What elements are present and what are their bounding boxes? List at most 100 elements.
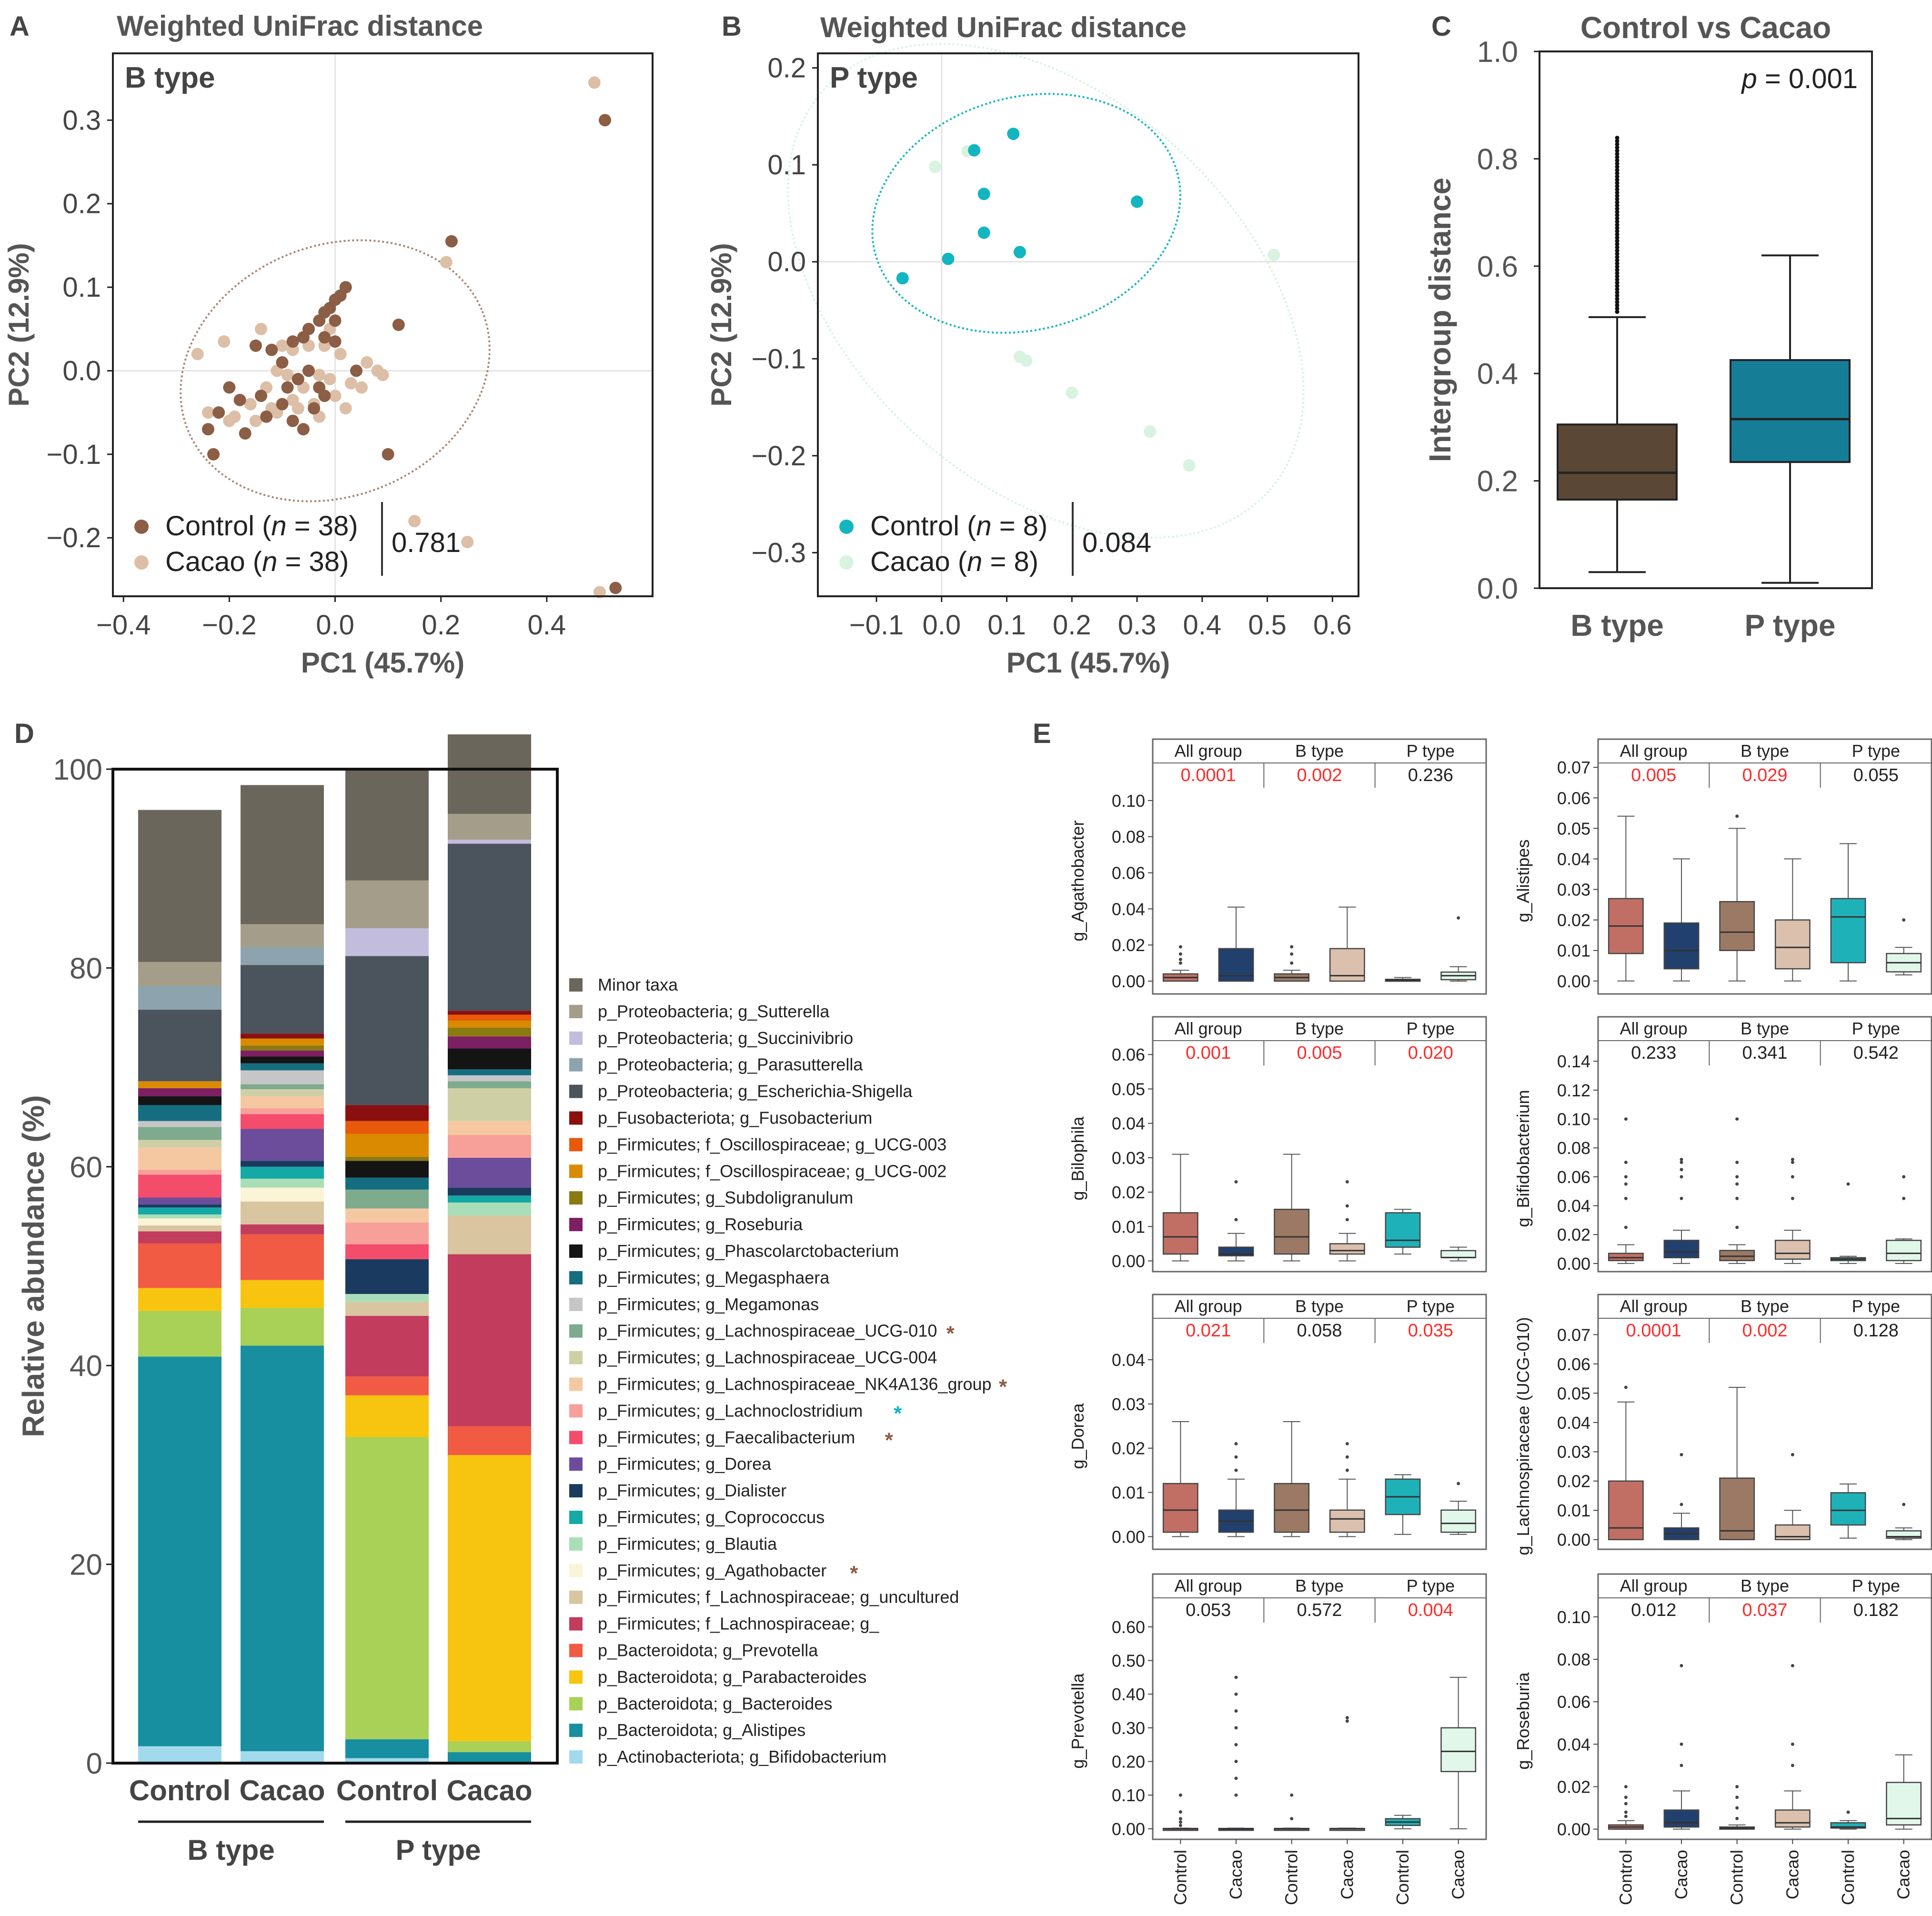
outlier-point [1178, 958, 1182, 962]
legend-label: p_Firmicutes; g_Faecalibacterium [598, 1427, 855, 1447]
legend-label: p_Firmicutes; g_Lachnospiraceae_UCG-010 [598, 1321, 937, 1341]
y-tick-label: 0.02 [1112, 935, 1145, 955]
data-point-control [318, 331, 331, 344]
bar-segment [345, 928, 429, 956]
subplot-frame [1152, 738, 1487, 995]
legend-label: p_Firmicutes; g_Megasphaera [598, 1268, 830, 1287]
stacked-bar-panel-D: 0 20 40 60 80 100 Relative abundance (%) Contro… [16, 734, 1007, 1866]
header-label: B type [1741, 1296, 1789, 1316]
y-tick-label: 0.06 [1112, 1045, 1145, 1064]
header-label: B type [1295, 1019, 1344, 1038]
y-tick-label: 0.3 [62, 105, 101, 136]
panel-letter-D: D [14, 718, 34, 749]
outlier-point [1735, 1785, 1739, 1788]
legend-swatch [569, 1084, 583, 1098]
legend-n-value: = 38) [287, 511, 358, 542]
x-category-label: Control [1727, 1850, 1747, 1905]
y-tick-label: 0.6 [1477, 251, 1518, 283]
outlier-point [1735, 1175, 1739, 1179]
x-tick-label: 0.1 [987, 610, 1026, 641]
legend-marker-cacao [839, 555, 854, 570]
legend-swatch [569, 1617, 583, 1631]
legend-n-symbol: n [271, 511, 286, 542]
y-tick-label: 0.06 [1557, 1692, 1590, 1712]
subplot-frame [1597, 1294, 1932, 1550]
outlier-point [1615, 155, 1620, 160]
y-tick-label: −0.1 [752, 343, 806, 374]
plot-frame [111, 768, 559, 1765]
box [1329, 1509, 1365, 1533]
outlier-point [1615, 135, 1620, 140]
legend-swatch [569, 1031, 583, 1045]
p-value: 0.004 [1408, 1600, 1453, 1620]
y-axis-label: Relative abundance (%) [16, 1095, 50, 1437]
legend-swatch [569, 1004, 583, 1018]
y-axis-label: g_Prevotella [1068, 1673, 1087, 1768]
x-category-label: Cacao [1337, 1850, 1357, 1899]
x-tick-label: 0.4 [1183, 610, 1221, 641]
outlier-point [1615, 258, 1620, 262]
data-point-control [281, 381, 294, 394]
header-label: P type [1407, 1019, 1455, 1038]
data-point-control [308, 402, 321, 415]
outlier-point [1615, 210, 1620, 214]
outlier-point [1615, 242, 1620, 247]
legend-label: p_Firmicutes; f_Oscillospiraceae; g_UCG-… [598, 1161, 946, 1181]
box [1608, 1480, 1644, 1540]
y-tick-label: −0.2 [752, 441, 806, 471]
p-value: 0.341 [1742, 1043, 1787, 1063]
y-tick-label: 0.00 [1557, 972, 1590, 991]
subplot-g_Dorea: All group 0.021 B type 0.058 P type 0.035 0.00… [1068, 1294, 1487, 1550]
p-value: 0.053 [1186, 1600, 1231, 1620]
box [1774, 919, 1811, 970]
data-point-control [445, 235, 458, 248]
outlier-point [1615, 206, 1620, 211]
outlier-point [1234, 1743, 1238, 1746]
legend-series-name: Cacao ( [870, 546, 967, 577]
bar-segment [241, 1114, 324, 1129]
legend-swatch [569, 1724, 583, 1737]
bar-segment [241, 1161, 324, 1167]
legend-label: Control (n = 38) [165, 511, 358, 542]
y-tick-label: 0.03 [1112, 1148, 1145, 1168]
legend-label: p_Firmicutes; f_Lachnospiraceae; g_ [598, 1614, 879, 1634]
x-category-label: Cacao [1449, 1850, 1468, 1899]
p-value: 0.021 [1186, 1321, 1231, 1341]
bar-segment [345, 1121, 429, 1134]
data-point-control [392, 319, 405, 331]
legend-swatch [569, 1244, 583, 1258]
legend-swatch [569, 1111, 583, 1125]
p-value: = 0.001 [1757, 63, 1858, 94]
data-point-control [1013, 246, 1026, 259]
legend-label: p_Firmicutes; g_Lachnospiraceae_NK4A136_… [598, 1374, 992, 1394]
header-label: All group [1175, 1296, 1242, 1316]
legend-star: * [850, 1562, 858, 1585]
outlier-point [1615, 239, 1620, 243]
y-tick-label: 0.0 [1477, 572, 1518, 605]
bar-segment [241, 1129, 324, 1161]
legend-swatch [569, 1351, 583, 1364]
panel-letter-C: C [1431, 11, 1451, 42]
y-tick-label: 0.0 [767, 247, 806, 278]
box [1719, 1250, 1755, 1262]
bar-segment [448, 1741, 531, 1753]
y-tick-label: 0.04 [1557, 1413, 1590, 1433]
outlier-point [1615, 203, 1620, 208]
data-point-cacao [461, 536, 474, 548]
legend-label: p_Actinobacteriota; g_Bifidobacterium [598, 1747, 886, 1766]
bar-segment [345, 1161, 429, 1178]
data-point-control [968, 144, 981, 157]
p-value: 0.058 [1297, 1321, 1342, 1341]
legend-label: p_Bacteroidota; g_Prevotella [598, 1641, 818, 1660]
outlier-point [1902, 918, 1906, 922]
bar-segment [138, 1288, 221, 1311]
outlier-point [1680, 1175, 1683, 1179]
data-point-cacao [339, 402, 352, 415]
outlier-point [1791, 1764, 1794, 1767]
y-tick-label: 60 [70, 1151, 102, 1184]
outlier-point [1615, 271, 1620, 275]
y-axis-label: g_Agathobacter [1068, 820, 1087, 941]
outlier-point [1345, 1204, 1349, 1208]
y-tick-label: 0.10 [1557, 1110, 1590, 1129]
